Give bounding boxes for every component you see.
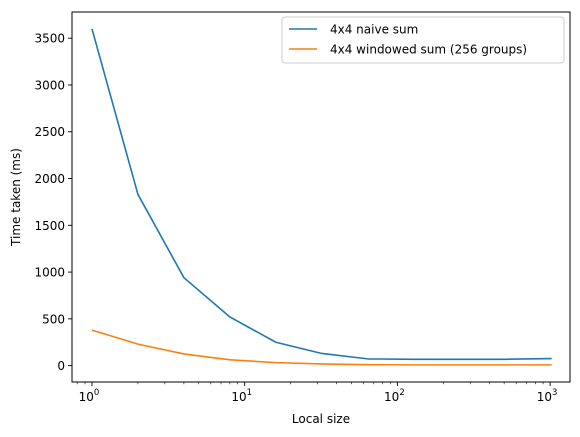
- x-tick-label: 103: [537, 388, 558, 404]
- y-tick-label: 0: [57, 359, 65, 373]
- y-tick-label: 1500: [34, 219, 65, 233]
- y-axis-ticks: 0 500 1000 1500 2000 2500 3000 3500: [34, 32, 72, 373]
- x-tick-label: 102: [384, 388, 405, 404]
- legend: 4x4 naive sum 4x4 windowed sum (256 group…: [282, 17, 564, 63]
- y-axis-label: Time taken (ms): [9, 148, 23, 247]
- legend-label-2: 4x4 windowed sum (256 groups): [330, 43, 527, 57]
- y-tick-label: 3500: [34, 32, 65, 46]
- x-axis-ticks: 100 101 102 103: [77, 382, 557, 404]
- y-tick-label: 3000: [34, 78, 65, 92]
- x-axis-label: Local size: [292, 412, 350, 426]
- y-tick-label: 2500: [34, 125, 65, 139]
- x-tick-label: 100: [79, 388, 100, 404]
- legend-label-1: 4x4 naive sum: [330, 23, 418, 37]
- y-tick-label: 2000: [34, 172, 65, 186]
- x-tick-label: 101: [231, 388, 252, 404]
- y-tick-label: 500: [42, 312, 65, 326]
- y-tick-label: 1000: [34, 266, 65, 280]
- plot-area-background: [72, 12, 570, 382]
